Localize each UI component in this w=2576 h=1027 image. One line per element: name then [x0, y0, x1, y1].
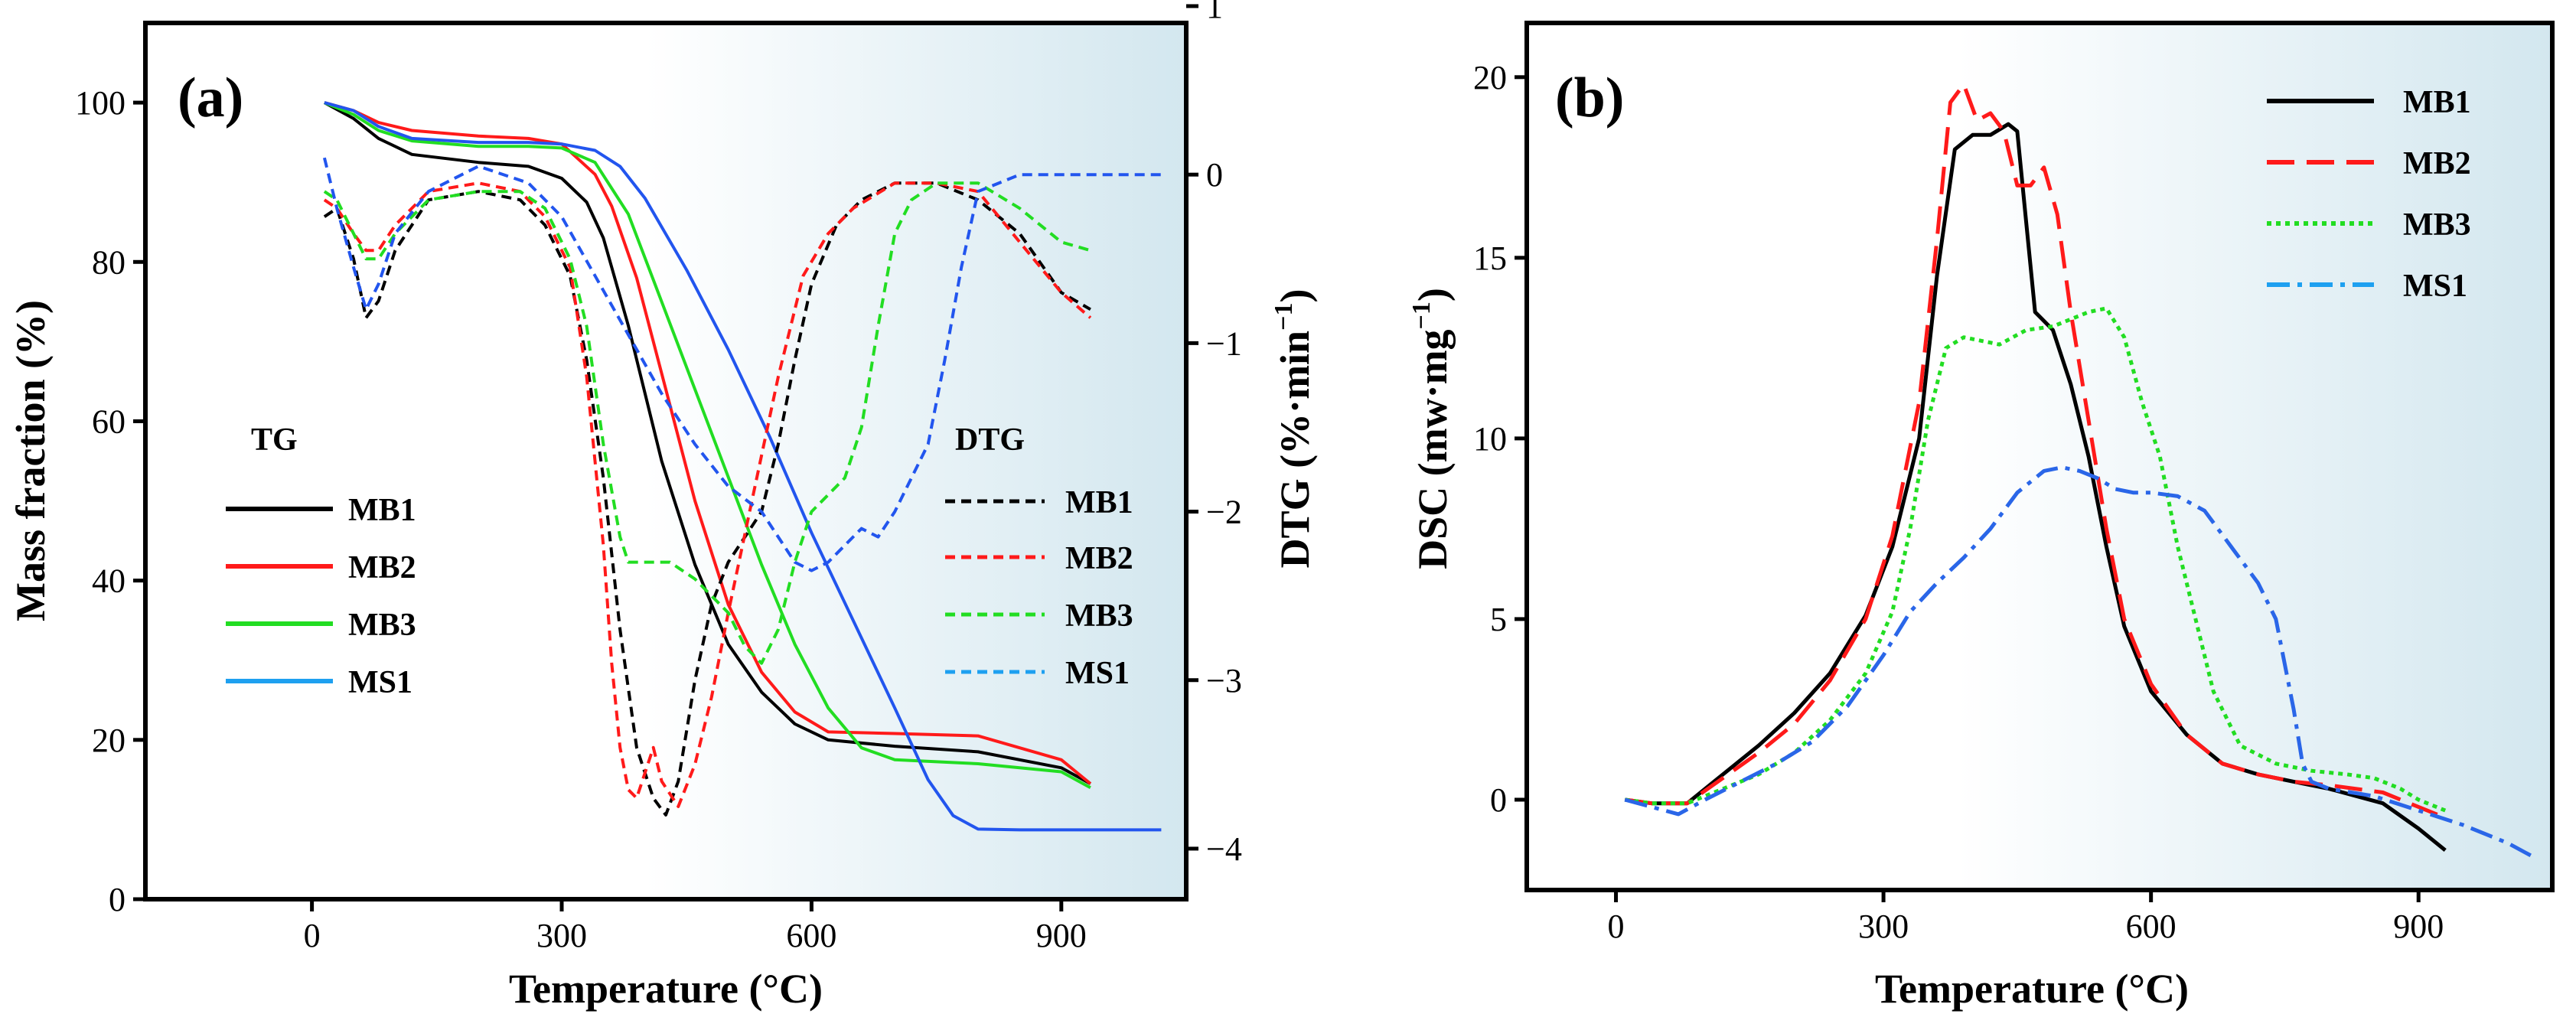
chart-a-y-axis-title: Mass fraction (%): [8, 300, 54, 621]
chart-b-y-axis-title-close: ): [1410, 288, 1456, 302]
chart-a: 0 300 600 900 0 20 40 60 80 100 1 0 −1 −2 −3 −4 (a) Tem…: [8, 0, 1318, 1012]
chart-a-dtg-line-mb3: [323, 181, 1091, 665]
chart-a-y2-axis-title: DTG (%·min−1): [1270, 289, 1318, 569]
chart-a-tg-line-mb1: [323, 101, 1091, 785]
chart-a-tg-legend-label-ms1: MS1: [348, 665, 412, 700]
chart-a-tg-legend-title: TG: [251, 422, 298, 458]
chart-b-legend: MB1 MB2 MB3 MS1: [2267, 85, 2471, 304]
chart-a-dtg-legend: DTG MB1 MB2 MB3 MS1: [945, 422, 1133, 691]
chart-a-plot-area: [145, 23, 1186, 899]
chart-a-y-tick-40: 40: [92, 562, 126, 600]
chart-b-legend-label-mb2: MB2: [2403, 146, 2471, 181]
chart-b-dsc-line-ms1: [1624, 465, 2535, 859]
chart-a-x-tick-300: 300: [536, 917, 587, 954]
chart-b-x-axis-title: Temperature (°C): [1875, 966, 2189, 1012]
chart-a-tg-series: [323, 101, 1162, 832]
chart-b-y-axis-title-main: DSC (mw·mg: [1410, 329, 1456, 569]
chart-b-frame: [1524, 21, 2555, 892]
chart-a-y-tick-100: 100: [75, 84, 126, 122]
chart-b-y-axis-title-sup: −1: [1407, 302, 1436, 329]
chart-b-dsc-line-mb1: [1624, 122, 2447, 853]
chart-b-dsc-series: [1624, 82, 2535, 859]
chart-a-dtg-legend-label-mb3: MB3: [1065, 598, 1133, 634]
chart-a-y-tick-0: 0: [109, 881, 126, 918]
chart-a-tg-legend: TG MB1 MB2 MB3 MS1: [226, 422, 416, 700]
chart-a-y2-tick-0: 0: [1206, 156, 1223, 194]
chart-a-y-tick-60: 60: [92, 403, 126, 440]
chart-b-panel-label: (b): [1555, 67, 1624, 129]
chart-b-axes: 0 300 600 900 0 5 10 15 20: [1473, 59, 2444, 945]
chart-b-x-tick-600: 600: [2126, 908, 2177, 945]
chart-a-tg-line-mb2: [324, 101, 1092, 785]
chart-a-tg-legend-label-mb2: MB2: [348, 550, 416, 585]
chart-a-frame: [143, 21, 1189, 901]
chart-a-x-axis-title: Temperature (°C): [509, 966, 823, 1012]
chart-a-tg-line-ms1: [324, 101, 1162, 832]
chart-a-dtg-legend-title: DTG: [955, 422, 1025, 458]
chart-b-x-tick-300: 300: [1858, 908, 1909, 945]
chart-a-tg-line-mb3: [324, 101, 1091, 790]
chart-a-y-tick-20: 20: [92, 722, 126, 759]
chart-b-y-tick-15: 15: [1473, 240, 1507, 277]
chart-a-dtg-line-mb2: [323, 181, 1092, 808]
chart-b-y-tick-10: 10: [1473, 420, 1507, 458]
chart-a-y2-tick--3: −3: [1206, 662, 1242, 699]
chart-b-dsc-line-mb3: [1624, 306, 2447, 813]
chart-a-y2-tick-1: 1: [1206, 0, 1223, 25]
chart-b-dsc-line-mb2: [1624, 82, 2447, 820]
chart-b-y-axis-title: DSC (mw·mg−1): [1407, 288, 1456, 569]
chart-a-x-tick-600: 600: [786, 917, 836, 954]
chart-a-y-tick-80: 80: [92, 243, 126, 281]
chart-b-y-tick-20: 20: [1473, 59, 1507, 96]
chart-a-dtg-series: [322, 157, 1162, 817]
chart-a-y2-axis-title-main: DTG (%·min: [1272, 331, 1318, 569]
chart-b-x-tick-900: 900: [2393, 908, 2444, 945]
chart-b-y-tick-5: 5: [1490, 601, 1507, 638]
chart-b-legend-label-mb3: MB3: [2403, 207, 2471, 243]
chart-b-legend-label-mb1: MB1: [2403, 85, 2471, 120]
chart-a-dtg-line-ms1: [322, 157, 1162, 572]
chart-a-dtg-legend-label-mb1: MB1: [1065, 485, 1133, 520]
chart-a-tg-legend-label-mb3: MB3: [348, 608, 416, 643]
chart-b-plot-area: [1527, 23, 2552, 890]
chart-a-y2-axis-title-close: ): [1272, 289, 1318, 303]
chart-a-y2-tick--2: −2: [1206, 494, 1242, 531]
chart-a-panel-label: (a): [178, 67, 243, 129]
chart-b-x-tick-0: 0: [1608, 908, 1625, 945]
chart-a-dtg-legend-label-mb2: MB2: [1065, 541, 1133, 576]
chart-b-y-tick-0: 0: [1490, 781, 1507, 819]
chart-a-dtg-legend-label-ms1: MS1: [1065, 656, 1130, 691]
chart-a-tg-legend-label-mb1: MB1: [348, 493, 416, 528]
chart-b-legend-label-ms1: MS1: [2403, 269, 2467, 304]
chart-a-axes: 0 300 600 900 0 20 40 60 80 100 1 0 −1 −2 −3 −4: [75, 0, 1242, 954]
chart-a-x-tick-0: 0: [304, 917, 321, 954]
chart-a-y2-axis-title-sup: −1: [1270, 303, 1298, 331]
chart-a-y2-tick--4: −4: [1206, 830, 1242, 868]
chart-a-y2-tick--1: −1: [1206, 324, 1242, 362]
chart-a-x-tick-900: 900: [1036, 917, 1087, 954]
